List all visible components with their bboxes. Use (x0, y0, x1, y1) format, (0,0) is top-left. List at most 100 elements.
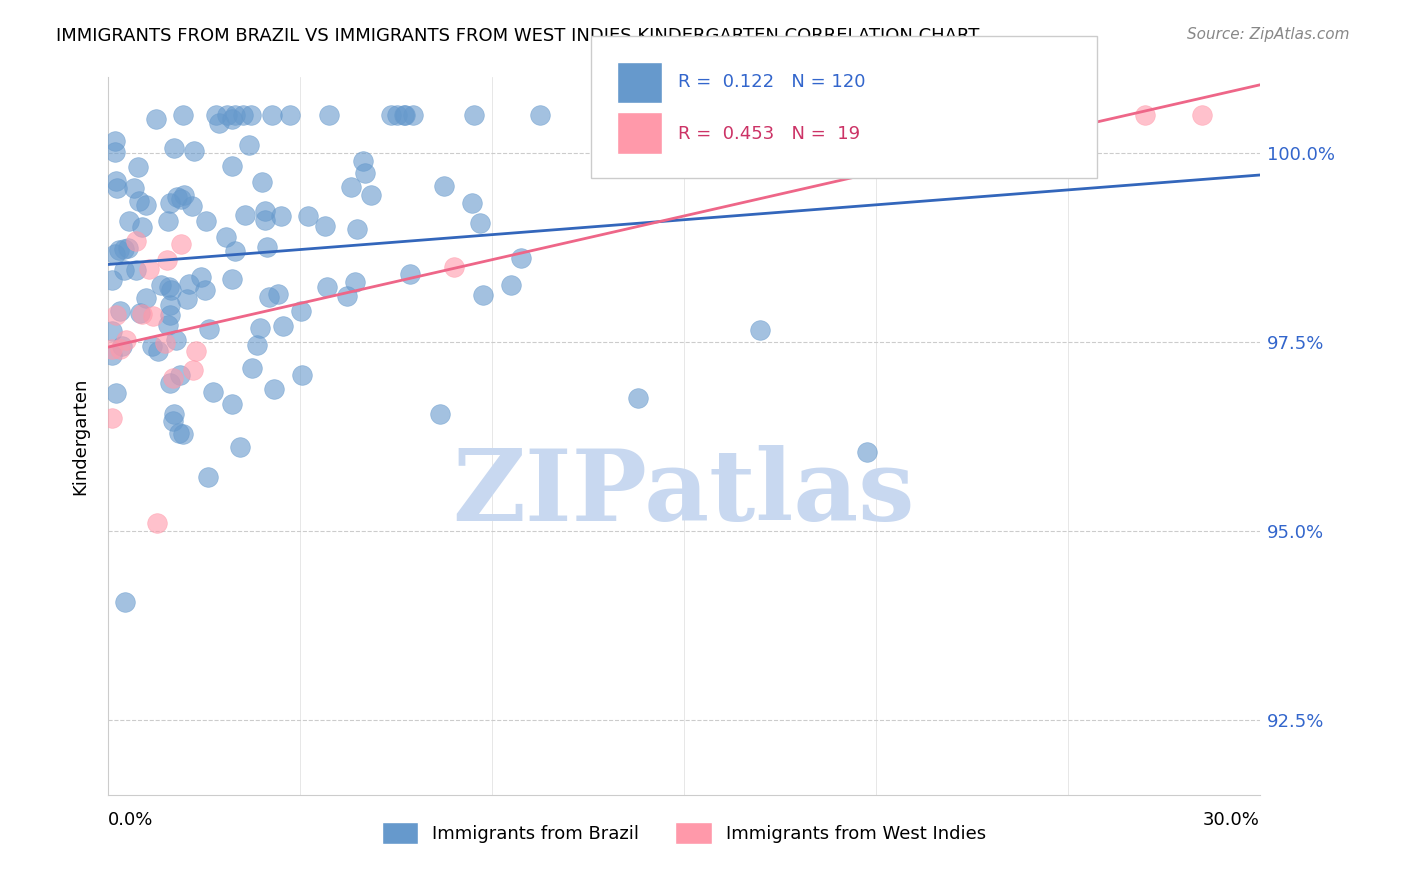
Point (260, 108, 283, 122)
Point (529, 108, 551, 122)
Point (460, 195, 482, 210)
Point (232, 108, 254, 122)
Point (104, 174, 127, 188)
Point (271, 319, 294, 334)
Point (254, 203, 277, 218)
Point (118, 214, 141, 228)
Point (156, 214, 179, 228)
Point (197, 322, 219, 336)
Point (101, 324, 124, 338)
Point (149, 277, 172, 292)
Point (250, 175, 273, 189)
Point (316, 280, 339, 294)
Point (221, 112, 243, 126)
Point (749, 323, 772, 337)
Point (162, 414, 184, 428)
Point (108, 303, 131, 318)
Point (197, 469, 219, 483)
Point (249, 320, 271, 334)
Point (190, 270, 212, 285)
Point (156, 318, 179, 333)
Legend: Immigrants from Brazil, Immigrants from West Indies: Immigrants from Brazil, Immigrants from … (382, 822, 986, 844)
Point (177, 277, 200, 292)
Text: ZIPatlas: ZIPatlas (453, 445, 915, 542)
Point (471, 287, 494, 301)
Point (224, 244, 246, 258)
Point (163, 407, 186, 421)
Point (108, 243, 131, 257)
Point (297, 209, 319, 223)
Point (172, 427, 194, 442)
Point (128, 194, 150, 209)
Point (129, 306, 152, 320)
Point (314, 219, 336, 234)
Point (278, 108, 301, 122)
Point (135, 197, 157, 211)
Point (167, 426, 190, 441)
Point (205, 108, 228, 122)
Point (131, 220, 153, 235)
Point (263, 382, 285, 396)
Text: 30.0%: 30.0% (1204, 811, 1260, 829)
Point (162, 370, 184, 384)
Point (101, 348, 124, 362)
Point (117, 241, 139, 255)
Point (387, 108, 409, 122)
Text: 0.0%: 0.0% (108, 811, 153, 829)
Point (627, 391, 650, 405)
Point (194, 283, 217, 297)
Point (160, 283, 183, 297)
Point (166, 190, 188, 204)
Point (159, 297, 181, 311)
Point (155, 336, 177, 351)
Point (229, 441, 252, 455)
Point (346, 221, 368, 235)
Point (339, 179, 361, 194)
Point (1191, 108, 1213, 122)
Point (202, 384, 225, 399)
Point (429, 407, 451, 421)
Point (270, 209, 292, 223)
Point (291, 368, 314, 383)
Point (1133, 108, 1156, 122)
Point (856, 445, 879, 459)
Point (499, 278, 522, 293)
Point (112, 263, 135, 277)
Point (433, 179, 456, 194)
Point (221, 397, 243, 411)
Point (165, 333, 187, 347)
Point (380, 108, 402, 122)
Point (101, 273, 124, 287)
Point (195, 214, 218, 228)
Point (105, 385, 128, 400)
Point (184, 344, 207, 359)
Text: Source: ZipAtlas.com: Source: ZipAtlas.com (1187, 27, 1350, 42)
Point (170, 237, 193, 252)
Point (254, 212, 277, 227)
Point (238, 138, 260, 153)
Point (246, 338, 269, 352)
Point (510, 252, 533, 266)
Point (183, 144, 205, 158)
Point (127, 160, 149, 174)
Point (221, 272, 243, 286)
Point (108, 343, 131, 357)
Point (104, 134, 127, 148)
Point (463, 108, 485, 122)
Point (336, 289, 359, 303)
Point (208, 116, 231, 130)
Point (257, 289, 280, 303)
Point (103, 246, 125, 260)
Point (360, 187, 382, 202)
Point (138, 261, 160, 276)
Text: IMMIGRANTS FROM BRAZIL VS IMMIGRANTS FROM WEST INDIES KINDERGARTEN CORRELATION C: IMMIGRANTS FROM BRAZIL VS IMMIGRANTS FRO… (56, 27, 980, 45)
Point (101, 411, 124, 425)
Point (145, 516, 167, 531)
Point (392, 108, 415, 122)
Point (176, 293, 198, 307)
Point (125, 263, 148, 277)
Point (170, 192, 193, 206)
Point (468, 216, 491, 230)
Point (596, 135, 619, 149)
Point (221, 159, 243, 173)
